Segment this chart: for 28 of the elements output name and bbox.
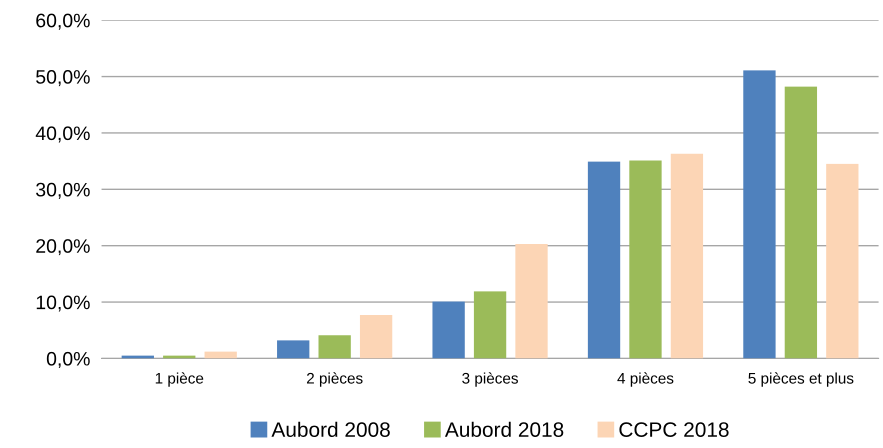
legend-label: Aubord 2008: [271, 422, 390, 438]
y-tick-label: 40,0%: [36, 126, 90, 142]
y-tick-label: 20,0%: [36, 239, 90, 256]
bar: [629, 160, 662, 358]
bar: [588, 162, 620, 358]
x-tick-label: 3 pièces: [462, 372, 518, 387]
y-tick-label: 30,0%: [36, 182, 90, 199]
bar: [360, 314, 392, 358]
bar: [474, 291, 506, 358]
x-tick-label: 1 pièce: [156, 372, 204, 387]
bar: [277, 340, 310, 358]
y-tick-label: 0,0%: [46, 352, 90, 368]
x-tick-label: 4 pièces: [617, 372, 674, 387]
y-tick-label: 50,0%: [36, 70, 90, 86]
bar: [743, 70, 776, 358]
x-tick-label: 2 pièces: [306, 372, 363, 387]
bar: [784, 86, 818, 358]
legend-label: Aubord 2018: [444, 422, 564, 438]
y-tick-label: 60,0%: [36, 14, 90, 30]
bar: [432, 301, 465, 358]
bar: [204, 352, 237, 358]
bar: [826, 164, 858, 358]
legend-label: CCPC 2018: [619, 422, 729, 438]
bar: [318, 335, 351, 358]
y-tick-label: 10,0%: [36, 295, 90, 312]
bar: [515, 244, 548, 358]
x-tick-label: 5 pièces et plus: [748, 372, 854, 387]
bar: [670, 154, 704, 358]
